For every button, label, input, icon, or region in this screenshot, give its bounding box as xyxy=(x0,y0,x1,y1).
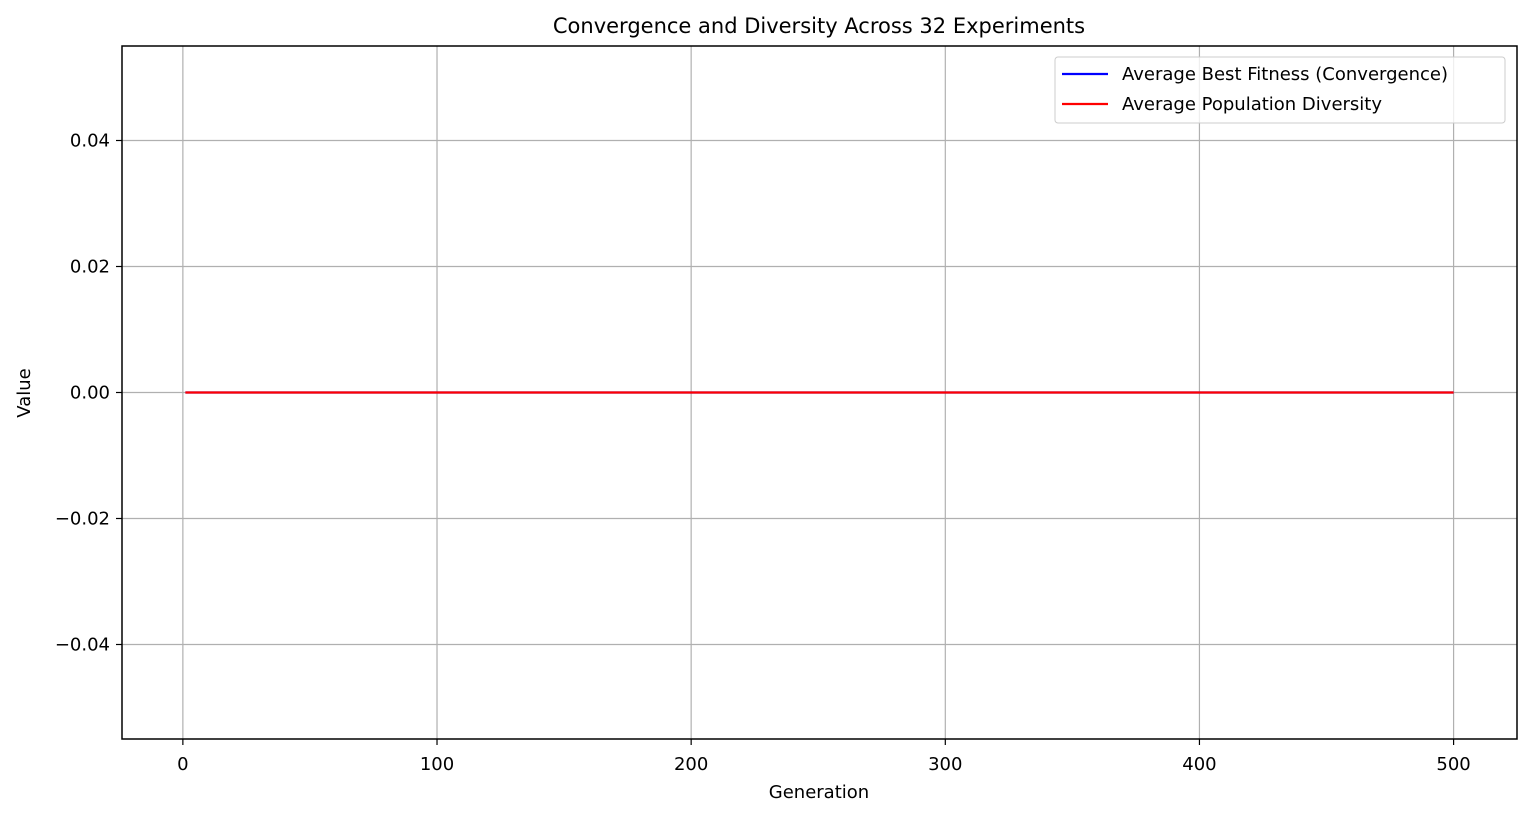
x-axis-label: Generation xyxy=(769,782,869,803)
x-tick-label: 500 xyxy=(1436,754,1470,775)
x-tick-label: 300 xyxy=(928,754,962,775)
x-axis-ticks: 0 100 200 300 400 500 xyxy=(177,739,1471,775)
y-tick-label: 0.00 xyxy=(70,383,110,404)
x-tick-label: 100 xyxy=(420,754,454,775)
legend-box xyxy=(1054,56,1506,124)
x-tick-label: 200 xyxy=(674,754,708,775)
legend: Average Best Fitness (Convergence) Avera… xyxy=(1054,56,1506,124)
x-tick-label: 0 xyxy=(177,754,188,775)
y-axis-label: Value xyxy=(14,368,35,417)
legend-label-diversity: Average Population Diversity xyxy=(1122,94,1382,115)
y-axis-ticks: −0.04 −0.02 0.00 0.02 0.04 xyxy=(55,131,122,656)
y-tick-label: 0.02 xyxy=(70,257,110,278)
y-tick-label: 0.04 xyxy=(70,131,110,152)
y-tick-label: −0.02 xyxy=(55,509,110,530)
x-tick-label: 400 xyxy=(1182,754,1216,775)
y-tick-label: −0.04 xyxy=(55,635,110,656)
legend-label-convergence: Average Best Fitness (Convergence) xyxy=(1122,64,1448,85)
chart-title: Convergence and Diversity Across 32 Expe… xyxy=(553,14,1085,38)
